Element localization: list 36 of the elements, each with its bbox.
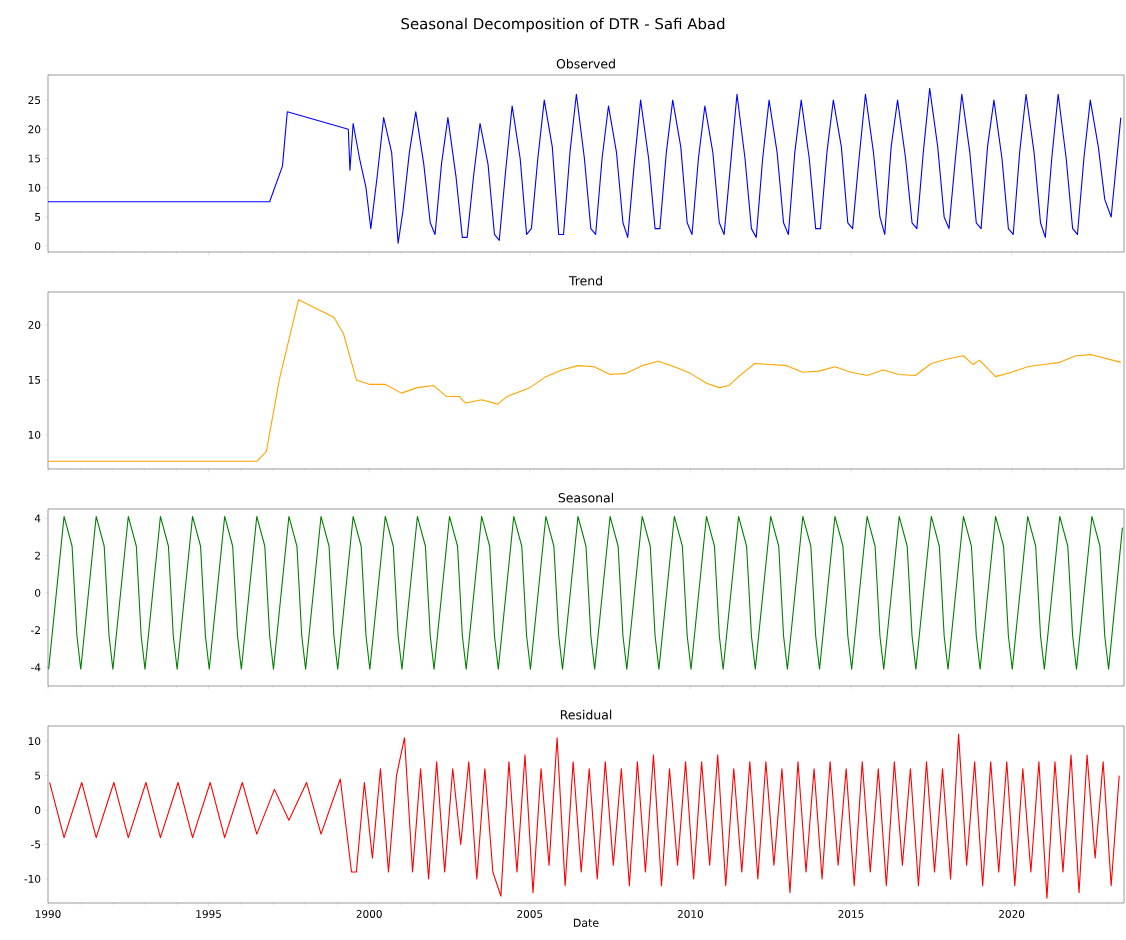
y-tick-label: 5 <box>35 213 41 221</box>
y-tick-label: 0 <box>35 806 41 814</box>
y-tick-label: 2 <box>35 551 40 560</box>
chart-title: Seasonal <box>558 492 613 503</box>
y-tick-label: -10 <box>24 874 41 883</box>
line-series <box>48 87 1122 244</box>
y-tick-label: 0 <box>35 242 41 251</box>
x-tick-label: 2005 <box>517 910 543 918</box>
y-tick-label: 15 <box>28 154 41 163</box>
x-tick-label: 2015 <box>838 910 864 918</box>
x-tick-label: 2010 <box>677 910 703 918</box>
y-tick-label: 0 <box>35 588 41 597</box>
y-tick-label: 25 <box>28 96 41 105</box>
chart-title: Residual <box>560 709 612 720</box>
line-series <box>48 299 1122 462</box>
chart-subtitle: Observed <box>556 58 615 69</box>
y-tick-label: 15 <box>28 376 41 384</box>
y-tick-label: 10 <box>28 430 41 439</box>
x-tick-label: 1990 <box>35 910 61 918</box>
y-tick-label: 5 <box>35 771 41 780</box>
y-tick-label: 20 <box>28 125 41 134</box>
y-tick-label: -5 <box>31 840 41 849</box>
y-tick-label: 4 <box>34 514 41 523</box>
y-tick-label: -2 <box>31 626 40 634</box>
y-tick-label: 10 <box>28 183 41 192</box>
x-tick-label: 2000 <box>356 910 382 918</box>
x-tick-label: 2020 <box>999 910 1025 918</box>
x-tick-label: 1995 <box>196 910 221 918</box>
line-series <box>49 733 1120 899</box>
line-series <box>48 515 1123 670</box>
y-tick-label: -4 <box>31 663 41 672</box>
chart-title: Trend <box>568 275 602 286</box>
y-tick-label: 10 <box>28 737 41 746</box>
y-tick-label: 20 <box>28 321 41 329</box>
x-axis-title: Date <box>573 918 599 927</box>
chart-title: Seasonal Decomposition of DTR - Safi Abad <box>401 17 725 33</box>
